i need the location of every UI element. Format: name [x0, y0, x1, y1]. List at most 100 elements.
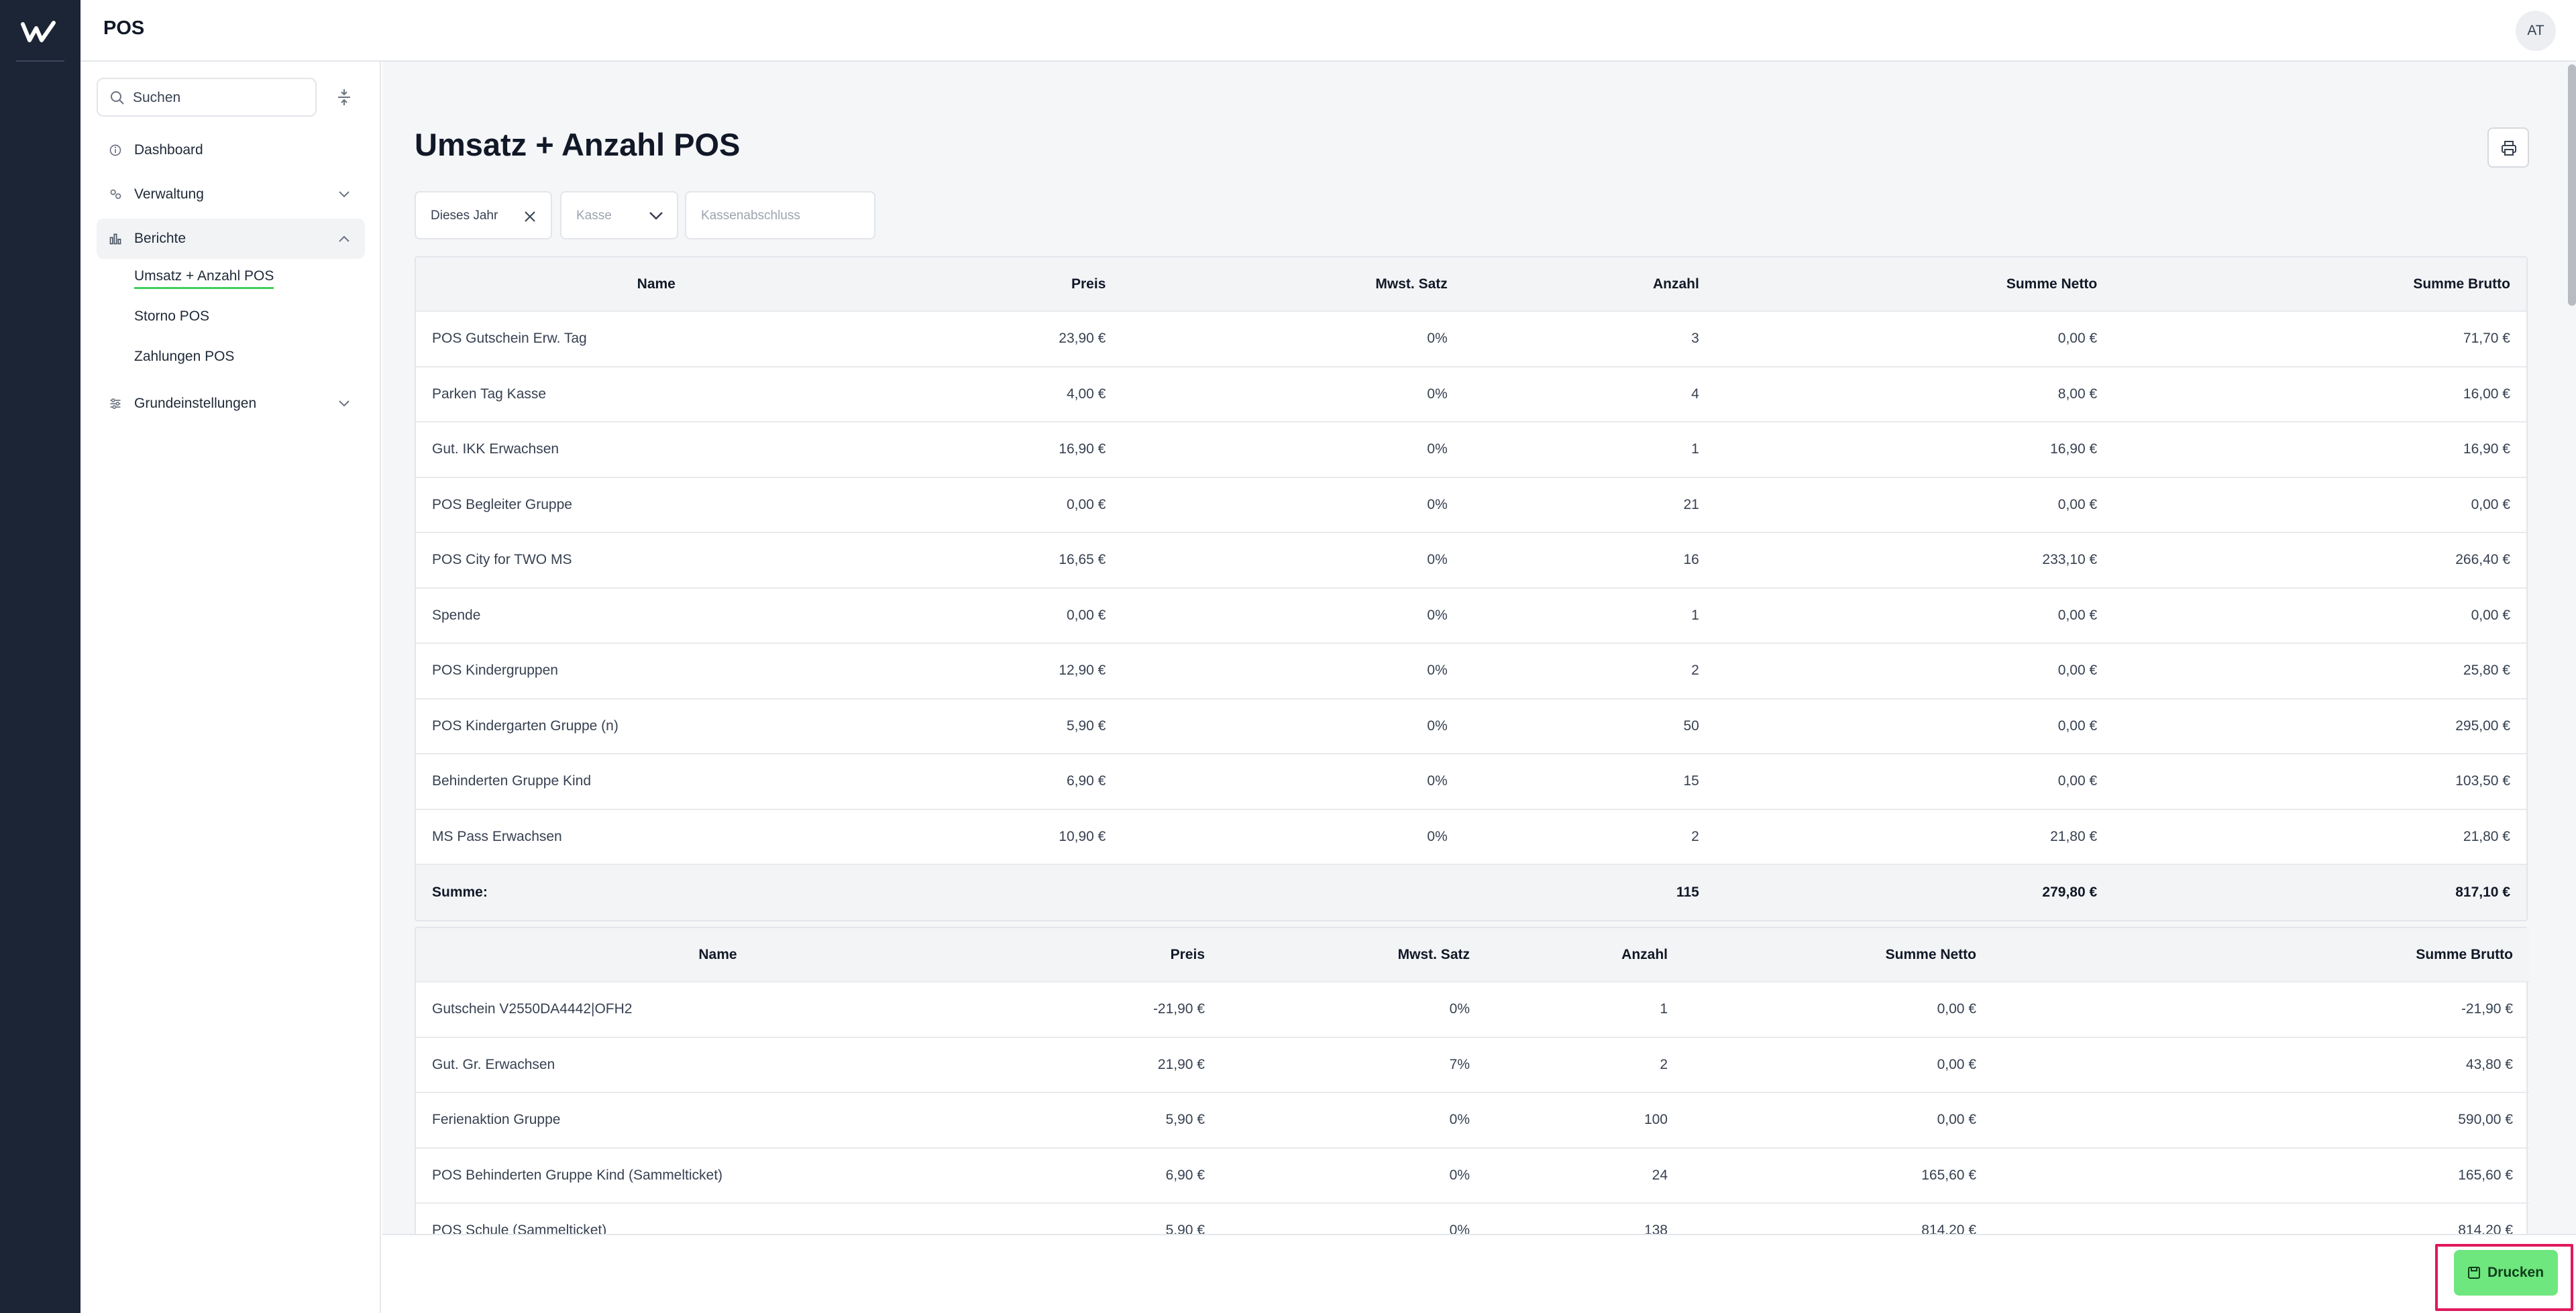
cell-preis: 5,90 € — [1020, 1203, 1221, 1234]
cell-anzahl: 16 — [1463, 532, 1715, 589]
col-summe-netto[interactable]: Summe Netto — [1715, 258, 2114, 312]
table-row[interactable]: Spende 0,00 €0% 1 0,00 €0,00 € — [416, 587, 2526, 644]
table-row[interactable]: POS Kindergruppen 12,90 €0% 2 0,00 €25,80 € — [416, 643, 2526, 699]
cell-preis: -21,90 € — [1020, 982, 1221, 1038]
cell-brutto: 16,00 € — [2113, 366, 2526, 422]
cell-name: Behinderten Gruppe Kind — [416, 754, 897, 810]
clear-icon[interactable] — [523, 210, 537, 223]
cell-brutto: 16,90 € — [2113, 422, 2526, 478]
app-title: POS — [103, 17, 145, 39]
scrollbar-thumb[interactable] — [2568, 64, 2576, 306]
table-row[interactable]: Gut. Gr. Erwachsen 21,90 €7% 2 0,00 €43,80 … — [416, 1037, 2529, 1093]
col-preis[interactable]: Preis — [896, 258, 1122, 312]
cell-name: MS Pass Erwachsen — [416, 809, 897, 865]
table-row[interactable]: Gutschein V2550DA4442|OFH2 -21,90 €0% 1 0,0… — [416, 982, 2529, 1038]
cell-name: POS Schule (Sammelticket) — [416, 1203, 1020, 1234]
sidebar-item-berichte[interactable]: Berichte — [97, 219, 365, 259]
brand-logo-icon[interactable] — [20, 19, 58, 46]
sidebar-subitem-storno-pos[interactable]: Storno POS — [134, 308, 210, 324]
table-row[interactable]: MS Pass Erwachsen 10,90 €0% 2 21,80 €21,80 … — [416, 809, 2526, 865]
table-row[interactable]: Ferienaktion Gruppe 5,90 €0% 100 0,00 €590,… — [416, 1092, 2529, 1149]
cell-name: POS Gutschein Erw. Tag — [416, 311, 897, 367]
sidebar-item-label: Dashboard — [134, 142, 203, 158]
avatar[interactable]: AT — [2516, 11, 2556, 51]
sidebar-item-grundeinstellungen[interactable]: Grundeinstellungen — [97, 384, 365, 424]
drucken-button[interactable]: Drucken — [2454, 1250, 2558, 1296]
table-row[interactable]: Parken Tag Kasse 4,00 €0% 4 8,00 €16,00 € — [416, 366, 2526, 422]
rail-divider — [16, 60, 64, 62]
cell-anzahl: 1 — [1463, 422, 1715, 478]
cell-brutto: 266,40 € — [2113, 532, 2526, 589]
cell-preis: 5,90 € — [1020, 1092, 1221, 1149]
table-header-row: Name Preis Mwst. Satz Anzahl Summe Netto… — [416, 928, 2529, 982]
table-row[interactable]: POS Behinderten Gruppe Kind (Sammelticke… — [416, 1147, 2529, 1204]
scrollbar-track[interactable] — [2569, 62, 2576, 1234]
col-mwst[interactable]: Mwst. Satz — [1221, 928, 1486, 982]
cell-mwst: 0% — [1122, 698, 1464, 754]
cell-netto: 0,00 € — [1715, 754, 2114, 810]
sidebar: Dashboard Verwaltung Berichte Umsatz + A… — [80, 62, 381, 1313]
cell-mwst: 0% — [1122, 477, 1464, 533]
cell-name: Spende — [416, 587, 897, 644]
app-rail — [0, 0, 80, 1313]
table-row[interactable]: POS Schule (Sammelticket) 5,90 €0% 138 814,… — [416, 1203, 2529, 1234]
cell-anzahl: 138 — [1486, 1203, 1684, 1234]
sidebar-subitem-zahlungen-pos[interactable]: Zahlungen POS — [134, 349, 235, 364]
col-anzahl[interactable]: Anzahl — [1463, 258, 1715, 312]
table-row[interactable]: POS Begleiter Gruppe 0,00 €0% 21 0,00 €0,00… — [416, 477, 2526, 533]
cell-anzahl: 2 — [1486, 1037, 1684, 1093]
sum-brutto: 817,10 € — [2113, 864, 2526, 920]
cell-netto: 0,00 € — [1684, 1092, 1992, 1149]
cell-anzahl: 2 — [1463, 809, 1715, 865]
sidebar-subitem-umsatz-anzahl-pos[interactable]: Umsatz + Anzahl POS — [134, 268, 274, 289]
cell-netto: 16,90 € — [1715, 422, 2114, 478]
col-preis[interactable]: Preis — [1020, 928, 1221, 982]
table-row[interactable]: Behinderten Gruppe Kind 6,90 €0% 15 0,00 €1… — [416, 754, 2526, 810]
col-summe-netto[interactable]: Summe Netto — [1684, 928, 1992, 982]
col-name[interactable]: Name — [416, 928, 1020, 982]
period-filter[interactable]: Dieses Jahr — [415, 191, 552, 239]
col-summe-brutto[interactable]: Summe Brutto — [1992, 928, 2529, 982]
cell-brutto: 590,00 € — [1992, 1092, 2529, 1149]
cell-preis: 16,65 € — [896, 532, 1122, 589]
cell-anzahl: 4 — [1463, 366, 1715, 422]
cell-netto: 0,00 € — [1715, 477, 2114, 533]
kasse-select[interactable]: Kasse — [560, 191, 678, 239]
printer-icon — [2502, 141, 2516, 156]
search-input[interactable] — [133, 86, 307, 110]
cell-brutto: 295,00 € — [2113, 698, 2526, 754]
bar-chart-icon — [109, 233, 121, 245]
table-row[interactable]: POS Kindergarten Gruppe (n) 5,90 €0% 50 0,0… — [416, 698, 2526, 754]
cell-brutto: 43,80 € — [1992, 1037, 2529, 1093]
cell-mwst: 7% — [1221, 1037, 1486, 1093]
cell-mwst: 0% — [1221, 982, 1486, 1038]
table-row[interactable]: Gut. IKK Erwachsen 16,90 €0% 1 16,90 €16,90… — [416, 422, 2526, 478]
table-row[interactable]: POS Gutschein Erw. Tag 23,90 €0% 3 0,00 €71… — [416, 311, 2526, 367]
kassenabschluss-input[interactable]: Kassenabschluss — [685, 191, 875, 239]
cell-preis: 16,90 € — [896, 422, 1122, 478]
cell-mwst: 0% — [1122, 366, 1464, 422]
sum-anzahl: 115 — [1463, 864, 1715, 920]
cell-name: Gut. IKK Erwachsen — [416, 422, 897, 478]
col-mwst[interactable]: Mwst. Satz — [1122, 258, 1464, 312]
chevron-up-icon — [339, 235, 350, 242]
print-icon-button[interactable] — [2487, 127, 2529, 168]
cell-brutto: 0,00 € — [2113, 477, 2526, 533]
cell-name: POS Begleiter Gruppe — [416, 477, 897, 533]
sidebar-item-dashboard[interactable]: Dashboard — [97, 130, 365, 170]
table-header-row: Name Preis Mwst. Satz Anzahl Summe Netto… — [416, 258, 2526, 312]
cell-anzahl: 24 — [1486, 1147, 1684, 1204]
col-anzahl[interactable]: Anzahl — [1486, 928, 1684, 982]
cell-mwst: 0% — [1221, 1147, 1486, 1204]
cell-preis: 10,90 € — [896, 809, 1122, 865]
collapse-toggle-icon[interactable] — [334, 87, 354, 107]
cell-name: POS Kindergarten Gruppe (n) — [416, 698, 897, 754]
sidebar-item-verwaltung[interactable]: Verwaltung — [97, 174, 365, 215]
search-box[interactable] — [97, 78, 317, 117]
table-row[interactable]: POS City for TWO MS 16,65 €0% 16 233,10 €26… — [416, 532, 2526, 589]
col-summe-brutto[interactable]: Summe Brutto — [2113, 258, 2526, 312]
cell-preis: 0,00 € — [896, 477, 1122, 533]
cell-netto: 814,20 € — [1684, 1203, 1992, 1234]
cell-netto: 21,80 € — [1715, 809, 2114, 865]
col-name[interactable]: Name — [416, 258, 897, 312]
